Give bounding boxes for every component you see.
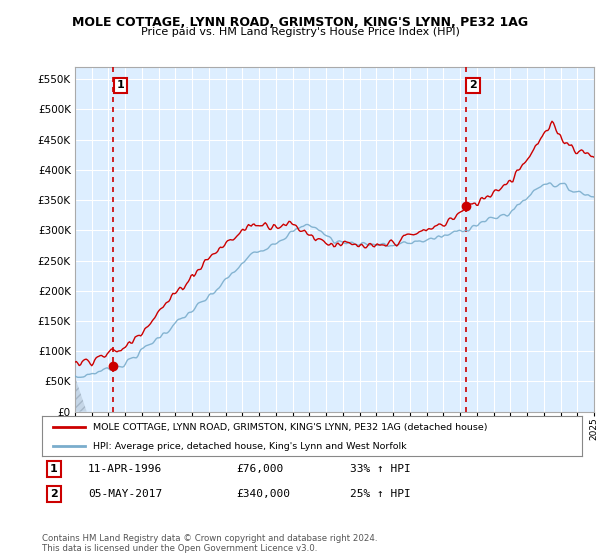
- Text: £76,000: £76,000: [236, 464, 284, 474]
- Text: 25% ↑ HPI: 25% ↑ HPI: [350, 489, 410, 499]
- Text: 2: 2: [469, 81, 477, 91]
- Text: HPI: Average price, detached house, King's Lynn and West Norfolk: HPI: Average price, detached house, King…: [94, 442, 407, 451]
- Text: 1: 1: [116, 81, 124, 91]
- Text: MOLE COTTAGE, LYNN ROAD, GRIMSTON, KING'S LYNN, PE32 1AG (detached house): MOLE COTTAGE, LYNN ROAD, GRIMSTON, KING'…: [94, 423, 488, 432]
- Text: 1: 1: [50, 464, 58, 474]
- Text: 2: 2: [50, 489, 58, 499]
- Text: MOLE COTTAGE, LYNN ROAD, GRIMSTON, KING'S LYNN, PE32 1AG: MOLE COTTAGE, LYNN ROAD, GRIMSTON, KING'…: [72, 16, 528, 29]
- Text: 05-MAY-2017: 05-MAY-2017: [88, 489, 162, 499]
- Text: Contains HM Land Registry data © Crown copyright and database right 2024.
This d: Contains HM Land Registry data © Crown c…: [42, 534, 377, 553]
- Text: 11-APR-1996: 11-APR-1996: [88, 464, 162, 474]
- Polygon shape: [75, 377, 87, 412]
- Text: £340,000: £340,000: [236, 489, 290, 499]
- Text: Price paid vs. HM Land Registry's House Price Index (HPI): Price paid vs. HM Land Registry's House …: [140, 27, 460, 37]
- Text: 33% ↑ HPI: 33% ↑ HPI: [350, 464, 410, 474]
